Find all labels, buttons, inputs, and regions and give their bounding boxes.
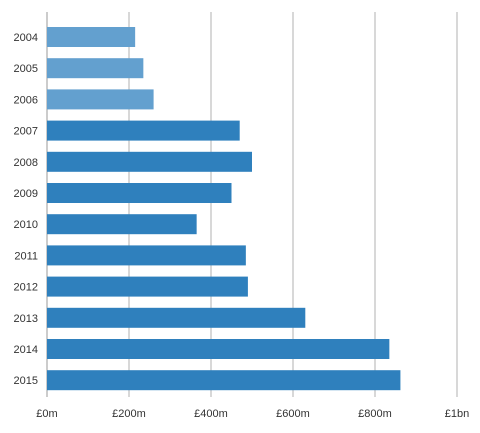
bar-2013 bbox=[47, 307, 306, 328]
y-tick-label: 2009 bbox=[14, 188, 38, 200]
bar-2011 bbox=[47, 245, 246, 266]
bar-2014 bbox=[47, 339, 390, 359]
x-tick-label: £800m bbox=[358, 408, 392, 420]
y-tick-label: 2008 bbox=[14, 157, 38, 169]
x-tick-label: £1bn bbox=[445, 408, 469, 420]
bars bbox=[47, 27, 401, 391]
y-axis-labels: 2004 2005 2006 2007 2008 2009 2010 2011 2012 2013… bbox=[14, 32, 38, 387]
y-tick-label: 2005 bbox=[14, 63, 38, 75]
y-tick-label: 2004 bbox=[14, 32, 38, 44]
x-tick-label: £200m bbox=[112, 408, 146, 420]
bar-2007 bbox=[47, 120, 240, 141]
bar-2012 bbox=[47, 276, 248, 297]
bar-2010 bbox=[47, 214, 197, 235]
y-tick-label: 2010 bbox=[14, 219, 38, 231]
y-tick-label: 2006 bbox=[14, 94, 38, 106]
y-tick-label: 2015 bbox=[14, 375, 38, 387]
x-axis-labels: £0m £200m £400m £600m £800m £1bn bbox=[36, 408, 469, 420]
bar-2006 bbox=[47, 89, 154, 110]
y-tick-label: 2012 bbox=[14, 282, 38, 294]
y-tick-label: 2011 bbox=[14, 250, 38, 262]
x-tick-label: £600m bbox=[276, 408, 310, 420]
bar-2004 bbox=[47, 27, 136, 47]
x-tick-label: £0m bbox=[36, 408, 57, 420]
y-tick-label: 2007 bbox=[14, 126, 38, 138]
y-tick-label: 2014 bbox=[14, 344, 38, 356]
x-tick-label: £400m bbox=[194, 408, 228, 420]
bar-2015 bbox=[47, 370, 401, 391]
bar-2009 bbox=[47, 183, 232, 203]
y-tick-label: 2013 bbox=[14, 313, 38, 325]
bar-2005 bbox=[47, 58, 144, 79]
bar-2008 bbox=[47, 151, 252, 172]
